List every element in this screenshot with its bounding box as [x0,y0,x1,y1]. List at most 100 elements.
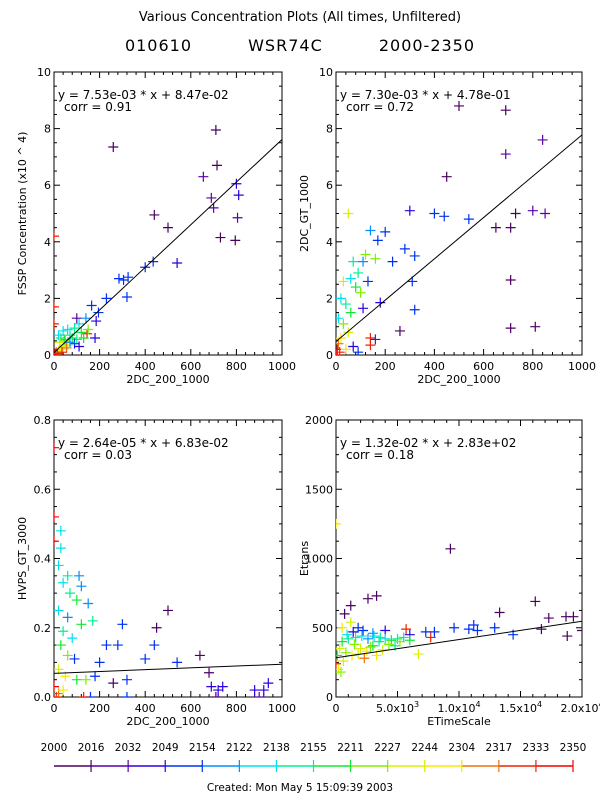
data-point [118,275,129,286]
data-point [338,318,349,329]
data-point [74,570,85,581]
data-point [71,334,82,345]
data-point [505,323,516,334]
fit-line [336,620,582,659]
subtitle-date: 010610 [124,36,193,55]
data-point [336,664,344,675]
data-point [149,640,160,651]
x-tick-label: 1000 [268,702,296,715]
data-point [468,619,479,630]
data-point [263,678,274,689]
data-point [336,667,346,678]
colorbar-label: 2049 [152,742,179,754]
data-point [409,250,420,261]
data-point [149,209,160,220]
y-tick-label: 0 [44,349,51,362]
data-point [336,650,343,661]
data-point [101,640,112,651]
data-point [445,543,456,554]
data-point [338,655,349,666]
data-point [375,632,386,643]
x-axis-label: 2DC_200_1000 [126,373,209,386]
data-point [530,596,541,607]
data-point [365,225,376,236]
data-point [449,622,460,633]
y-tick-label: 2 [44,292,51,305]
data-point [163,605,173,616]
x-tick-label: 0 [51,360,58,373]
created-timestamp: Created: Mon May 5 15:09:39 2003 [207,782,393,794]
data-point [206,192,217,203]
data-point [54,330,64,341]
x-tick-label: 0 [333,360,340,373]
data-point [76,327,87,338]
x-tick-label: 1.0x104 [437,700,480,715]
data-point [54,536,59,547]
data-point [121,692,132,697]
data-point [370,253,381,264]
data-point [55,543,66,554]
y-tick-label: 8 [326,123,333,136]
data-point [343,633,354,644]
y-tick-label: 1500 [305,483,333,496]
y-tick-label: 0.8 [34,414,52,427]
colorbar-label: 2304 [448,742,475,754]
data-point [463,214,474,225]
data-point [429,208,440,219]
data-point [562,631,573,642]
x-tick-label: 200 [89,702,110,715]
x-tick-label: 800 [226,702,247,715]
y-tick-label: 1000 [305,553,333,566]
data-point [56,347,67,355]
data-point [380,633,391,644]
data-point [204,667,215,678]
data-point [413,649,424,660]
data-point [112,640,123,651]
data-point [121,674,132,685]
data-point [62,650,73,661]
data-point [380,226,391,237]
data-point [71,595,82,606]
data-points [54,125,244,355]
data-point [69,653,80,664]
chart-title: Various Concentration Plots (All times, … [138,10,462,25]
data-point [365,642,376,653]
data-point [336,344,343,355]
data-point [76,619,87,630]
data-point [83,324,94,335]
data-point [348,341,359,352]
data-point [54,511,59,522]
y-tick-label: 0.2 [34,622,52,635]
data-point [340,344,351,355]
data-point [356,631,367,642]
data-point [337,622,348,633]
data-point [54,560,64,571]
data-point [350,632,361,643]
data-point [54,318,59,329]
data-point [353,267,364,278]
data-point [64,337,75,348]
y-tick-label: 2 [326,292,333,305]
data-point [58,325,69,336]
data-point [505,275,516,286]
x-tick-label: 1000 [268,360,296,373]
fit-line [54,139,282,353]
data-point [336,333,346,344]
data-points [336,100,551,355]
plot-panel-4: 0 5.0x103 1.0x104 1.5x104 2.0x104 0 500 1000 150… [298,414,600,728]
data-point [69,338,80,349]
data-point [399,243,410,254]
data-point [233,190,244,201]
data-point [454,100,464,111]
plot-panel-2: 0 200 400 600 800 1000 0 2 4 6 8 10 2DC_200_1000 2DC_… [298,66,596,386]
data-point [54,605,64,616]
data-point [494,607,505,618]
plot-frame [53,71,283,356]
x-tick-label: 200 [89,360,110,373]
data-point [71,313,82,324]
data-point [230,235,241,246]
data-point [212,160,223,171]
data-point [500,149,511,160]
x-tick-label: 2.0x104 [560,700,600,715]
y-tick-label: 6 [326,179,333,192]
